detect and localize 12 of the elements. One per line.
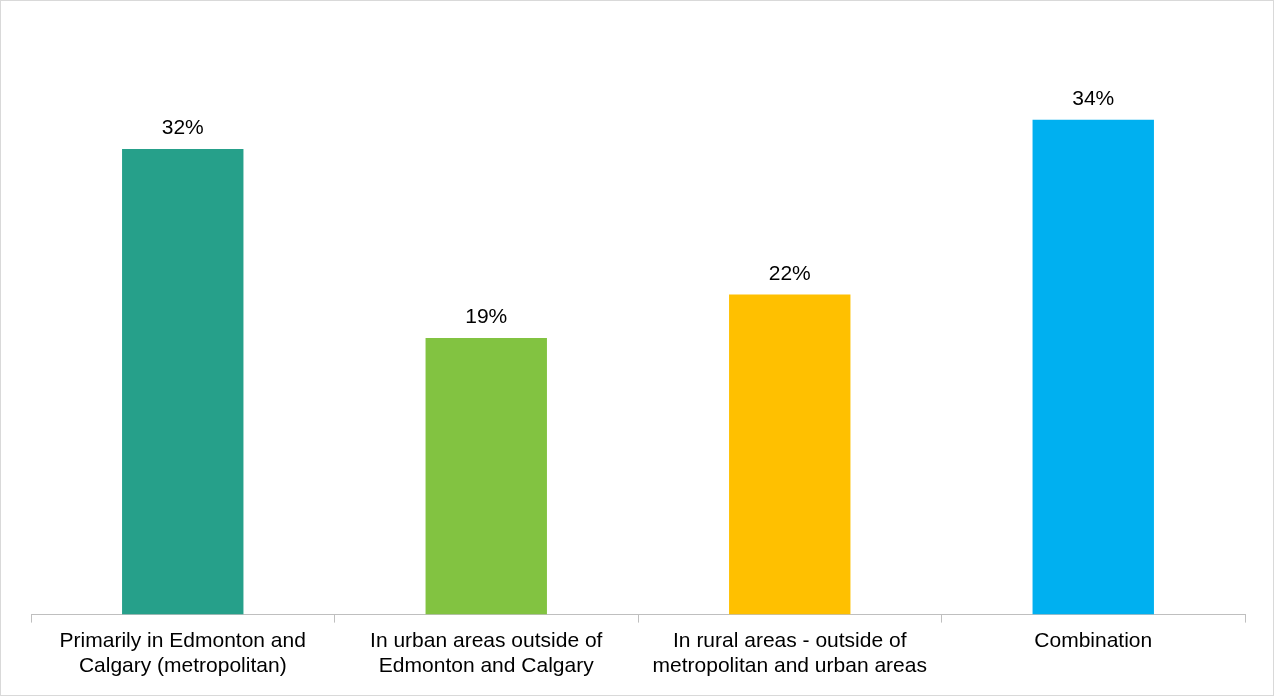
bar — [122, 148, 244, 615]
data-label: 34% — [1072, 86, 1115, 110]
bar — [729, 294, 851, 615]
data-label: 19% — [465, 304, 508, 328]
data-label: 22% — [768, 260, 811, 284]
x-tick-label: In rural areas - outside of metropolitan and urban areas — [652, 628, 927, 677]
bar — [1032, 119, 1154, 615]
x-tick-label: In urban areas outside of Edmonton and Calgary — [370, 628, 603, 677]
bar — [425, 338, 547, 615]
x-tick-label: Primarily in Edmonton and Calgary (metropolitan) — [59, 628, 306, 677]
data-label: 32% — [161, 115, 204, 139]
x-tick-label: Combination — [1034, 628, 1153, 651]
